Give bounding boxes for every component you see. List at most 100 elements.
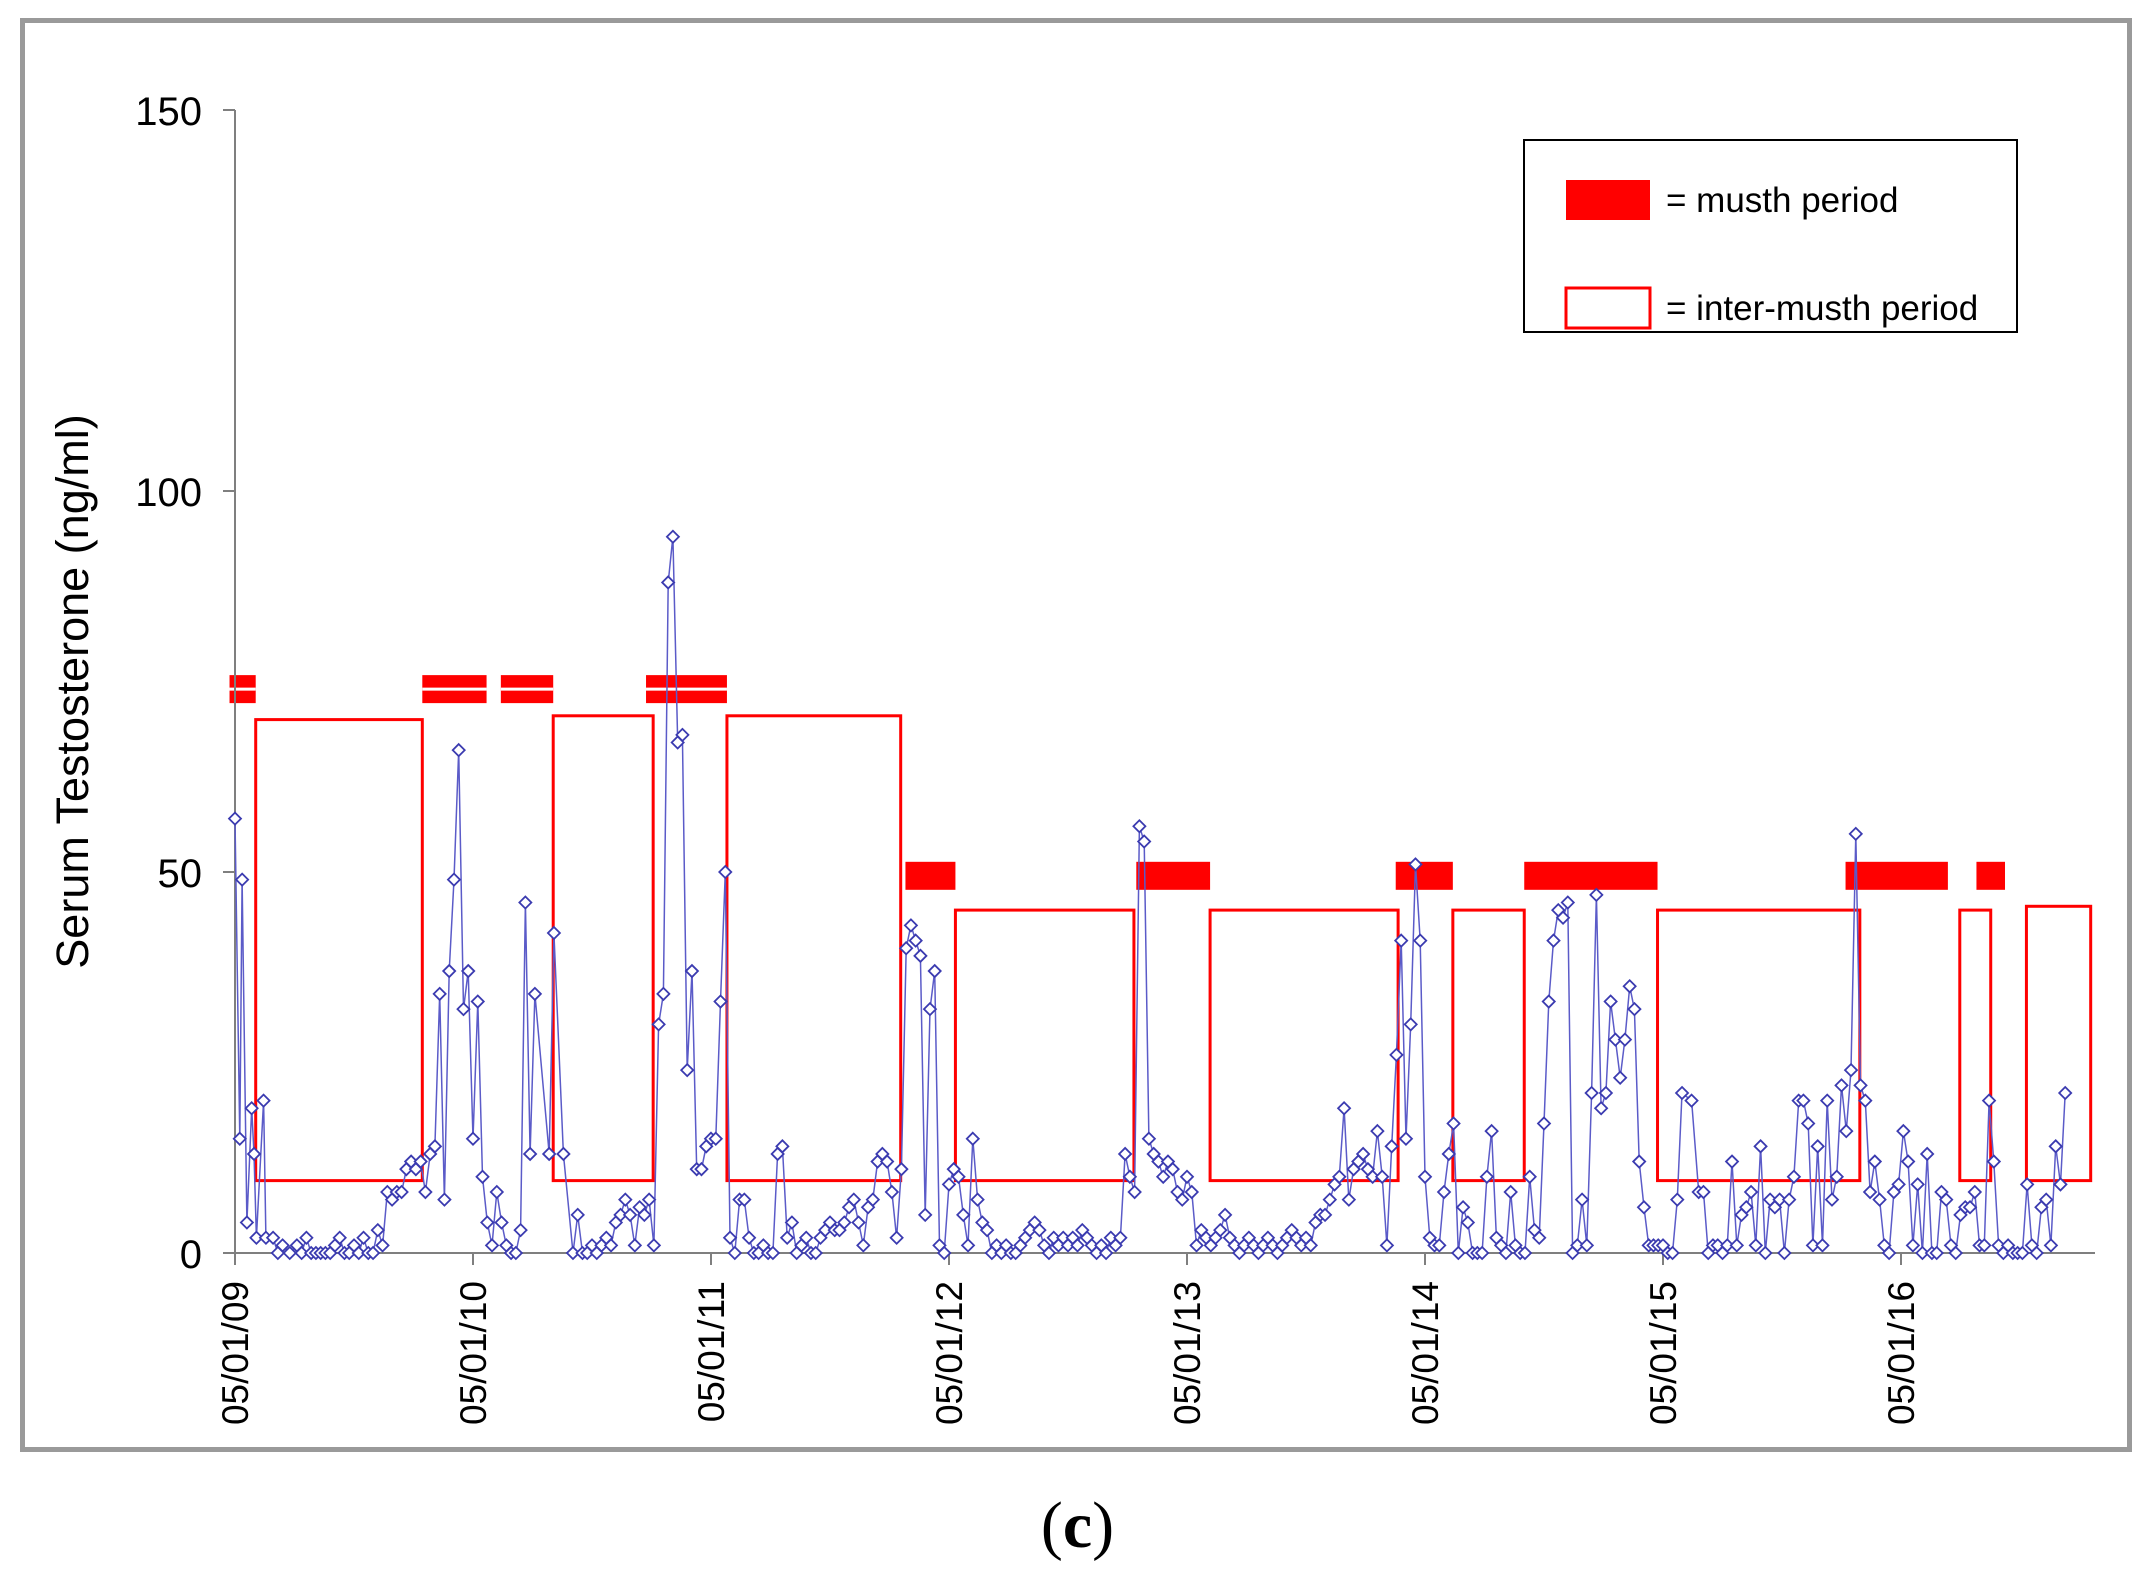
legend-swatch-musth [1566, 180, 1650, 220]
intermusth-period-box [725, 714, 903, 1183]
musth-period-bar [1845, 861, 1948, 890]
data-point [1696, 1184, 1711, 1200]
data-point [1474, 1245, 1490, 1261]
data-point [1417, 1169, 1433, 1185]
intermusth-period-box [953, 908, 1136, 1183]
data-point [1098, 1245, 1114, 1261]
musth-period-bar [1136, 861, 1211, 890]
data-point [375, 1238, 390, 1253]
data-point [922, 1001, 938, 1017]
data-point [1589, 887, 1604, 903]
y-tick-label: 100 [135, 471, 202, 515]
data-point [494, 1215, 509, 1230]
data-point [244, 1100, 259, 1116]
data-point [1374, 1169, 1390, 1185]
data-point [684, 963, 700, 979]
data-point [908, 933, 923, 948]
data-point [1781, 1192, 1797, 1207]
data-point [856, 1238, 871, 1253]
data-point [675, 727, 690, 743]
data-point [370, 1222, 386, 1238]
data-point [527, 986, 543, 1002]
data-point [1617, 1032, 1633, 1047]
intermusth-period-box [1208, 908, 1400, 1183]
intermusth-period-box [551, 714, 655, 1183]
data-point [1858, 1093, 1873, 1108]
data-point [446, 872, 462, 887]
data-point [1384, 1139, 1399, 1154]
x-tick-label: 05/01/11 [691, 1281, 732, 1422]
data-point [1743, 1184, 1759, 1200]
data-point [1867, 1154, 1883, 1169]
data-point [889, 1230, 904, 1246]
data-point [613, 1207, 628, 1223]
musth-period-bar [1524, 861, 1658, 890]
data-point [1441, 1146, 1457, 1162]
data-point [1665, 1245, 1680, 1261]
data-point [1317, 1207, 1333, 1223]
data-point [365, 1245, 381, 1261]
data-point [2019, 1177, 2035, 1192]
data-point [1853, 1078, 1868, 1093]
legend-label-intermusth: = inter-musth period [1666, 289, 1978, 328]
data-point [294, 1245, 309, 1261]
y-tick-label: 150 [135, 90, 202, 134]
x-tick-label: 05/01/12 [929, 1281, 970, 1425]
data-point [1398, 1131, 1414, 1146]
data-point [1919, 1146, 1935, 1162]
data-point [1151, 1154, 1166, 1169]
data-point [1579, 1238, 1595, 1253]
data-point [665, 529, 681, 544]
data-point [641, 1192, 657, 1207]
y-axis-label: Serum Testosterone (ng/ml) [47, 414, 98, 968]
data-point [837, 1215, 852, 1230]
data-point [1593, 1100, 1609, 1116]
legend: = musth period = inter-musth period [1523, 139, 2018, 333]
data-point [927, 963, 942, 979]
data-point [727, 1245, 743, 1261]
data-point [246, 1146, 262, 1162]
legend-label-musth: = musth period [1666, 181, 1899, 220]
data-point [470, 994, 486, 1009]
data-point [1612, 1070, 1628, 1086]
testosterone-line [234, 536, 2066, 1256]
data-point [1460, 1215, 1476, 1230]
data-point [1560, 895, 1576, 910]
data-point [1303, 1238, 1319, 1253]
data-point [1332, 1169, 1347, 1185]
data-point [1900, 1154, 1916, 1169]
data-point [1517, 1245, 1533, 1261]
data-point [951, 1169, 966, 1185]
data-point [713, 994, 728, 1009]
data-point [1881, 1245, 1897, 1261]
data-point [1584, 1085, 1599, 1101]
data-point [508, 1245, 524, 1261]
data-point [332, 1230, 347, 1246]
y-ticks: 0 50 100 150 [135, 90, 235, 1277]
x-tick-label: 05/01/13 [1167, 1281, 1208, 1425]
data-point [646, 1238, 662, 1253]
data-point [941, 1177, 957, 1192]
data-point [1843, 1062, 1859, 1078]
legend-swatch-intermusth [1564, 286, 1652, 330]
data-point [851, 1215, 866, 1230]
data-point [2053, 1177, 2068, 1192]
data-point [737, 1192, 752, 1207]
x-tick-label: 05/01/09 [215, 1281, 256, 1425]
data-point [249, 1230, 264, 1246]
data-point [627, 1238, 643, 1253]
data-point [2029, 1245, 2044, 1261]
data-point [1155, 1169, 1171, 1185]
data-point [865, 1192, 881, 1207]
data-point [465, 1131, 481, 1146]
data-point [1819, 1093, 1835, 1108]
x-tick-label: 05/01/10 [453, 1281, 494, 1425]
data-point [351, 1245, 367, 1261]
data-point [1531, 1230, 1547, 1246]
data-point [1412, 933, 1428, 948]
data-point [1555, 910, 1571, 925]
data-point [798, 1230, 814, 1246]
data-point [299, 1230, 314, 1246]
data-point [227, 811, 243, 826]
